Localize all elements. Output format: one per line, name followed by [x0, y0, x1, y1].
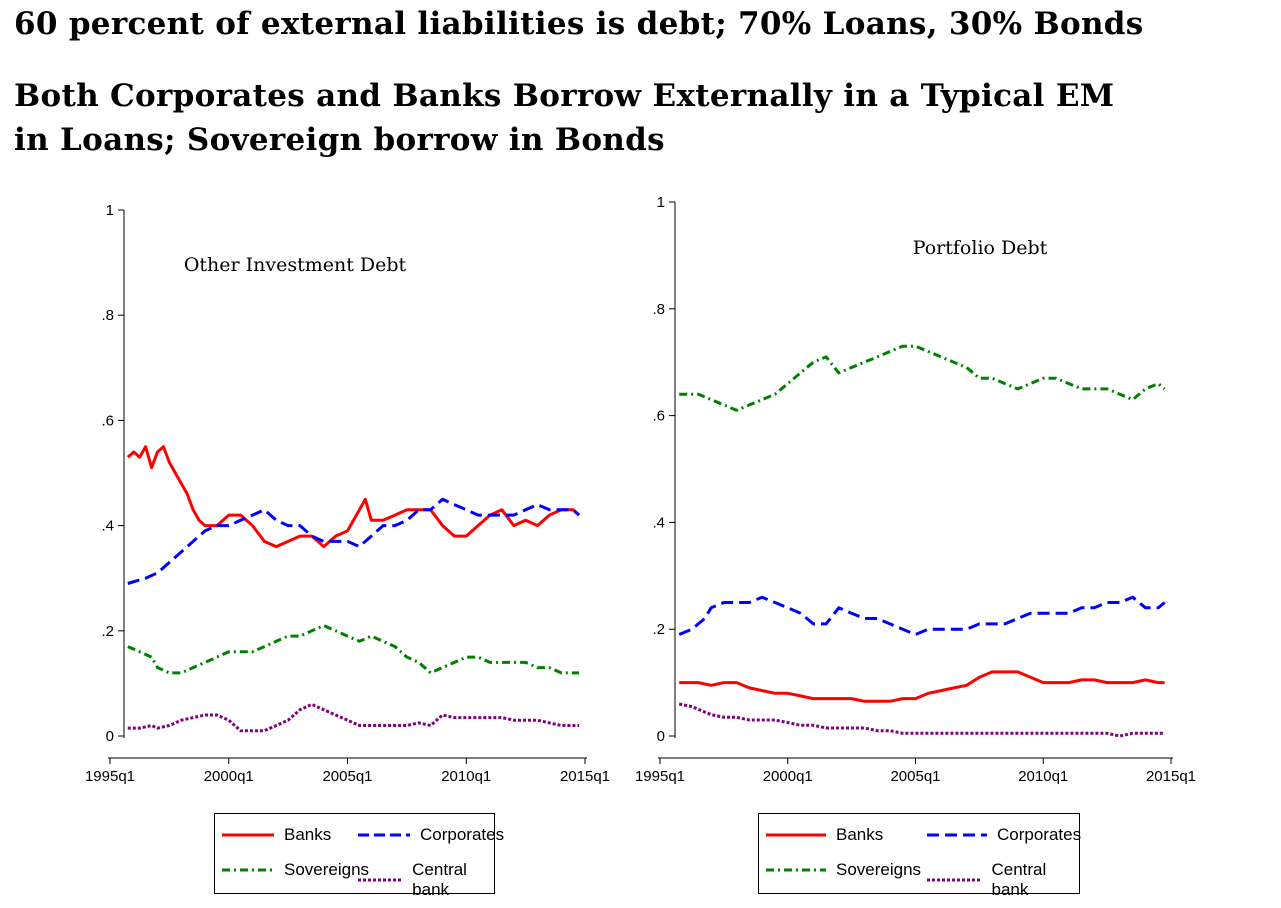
panel-title: Portfolio Debt — [913, 237, 1048, 259]
headline: 60 percent of external liabilities is de… — [14, 6, 1144, 42]
legend-item-sovereigns: Sovereigns — [766, 860, 921, 880]
y-tick-label: .4 — [652, 514, 665, 531]
x-tick-label: 2000q1 — [763, 768, 813, 785]
legend-item-central-bank: Central bank — [927, 860, 1079, 900]
legend-item-central-bank: Central bank — [358, 860, 494, 900]
subheadline-line-2: in Loans; Sovereign borrow in Bonds — [14, 122, 665, 158]
y-tick-label: .4 — [101, 518, 114, 535]
legend-swatch-corporates — [927, 833, 987, 837]
other-investment-debt-chart: 0 .2 .4 .6 .8 1 1995q1 2000q1 2005q1 2010q1 2015q1… — [85, 202, 610, 785]
series-line-banks — [679, 670, 1165, 703]
y-tick-label: 0 — [657, 728, 665, 745]
series-line-central-bank — [127, 702, 580, 733]
legend-swatch-sovereigns — [766, 868, 826, 872]
legend-label-sovereigns: Sovereigns — [836, 860, 922, 879]
legend-label-corporates: Corporates — [420, 825, 505, 844]
x-tick-label: 2015q1 — [560, 768, 610, 785]
legend-item-sovereigns: Sovereigns — [222, 860, 369, 880]
legend-item-corporates: Corporates — [927, 825, 1081, 845]
x-tick-label: 2005q1 — [890, 768, 940, 785]
y-tick-label: .2 — [652, 621, 665, 638]
legend-label-banks: Banks — [284, 825, 332, 844]
legend-label-banks: Banks — [836, 825, 884, 844]
legend-swatch-corporates — [358, 833, 410, 837]
subheadline-line-1: Both Corporates and Banks Borrow Externa… — [14, 78, 1115, 114]
legend-label-central-bank: Central bank — [991, 860, 1047, 899]
x-tick-label: 2015q1 — [1146, 768, 1196, 785]
series-line-corporates — [678, 595, 1166, 636]
series-line-sovereigns — [679, 344, 1166, 412]
legend-right: Banks Corporates Sovereigns Central bank — [758, 813, 1081, 899]
legend-swatch-sovereigns — [222, 868, 274, 872]
subheadline: Both Corporates and Banks Borrow Externa… — [14, 74, 1114, 162]
series-line-sovereigns — [127, 624, 580, 675]
legend-item-banks: Banks — [222, 825, 331, 845]
series-line-central-bank — [678, 702, 1165, 738]
panel-title: Other Investment Debt — [184, 254, 407, 276]
legend-item-banks: Banks — [766, 825, 883, 845]
legend-swatch-central-bank — [358, 878, 403, 882]
series-line-banks — [126, 445, 581, 549]
y-tick-label: 1 — [106, 202, 114, 219]
x-tick-label: 1995q1 — [635, 768, 685, 785]
y-tick-label: .2 — [101, 623, 114, 640]
x-tick-label: 2005q1 — [322, 768, 372, 785]
y-tick-label: .8 — [101, 307, 114, 324]
y-tick-label: 1 — [657, 194, 665, 211]
y-tick-label: .8 — [652, 301, 665, 318]
y-tick-label: 0 — [106, 728, 114, 745]
legend-swatch-central-bank — [927, 878, 982, 882]
x-tick-label: 2010q1 — [1018, 768, 1068, 785]
portfolio-debt-chart: 0 .2 .4 .6 .8 1 1995q1 2000q1 2005q1 2010q1 2015q1… — [635, 194, 1196, 785]
series-line-corporates — [127, 497, 581, 585]
legend-left: Banks Corporates Sovereigns Central bank — [214, 813, 504, 899]
legend-label-central-bank: Central bank — [412, 860, 467, 899]
x-tick-label: 2000q1 — [204, 768, 254, 785]
legend-label-corporates: Corporates — [997, 825, 1082, 844]
y-tick-label: .6 — [101, 412, 114, 429]
legend-item-corporates: Corporates — [358, 825, 504, 845]
legend-swatch-banks — [766, 833, 826, 837]
legend-swatch-banks — [222, 833, 274, 837]
legend-label-sovereigns: Sovereigns — [284, 860, 370, 879]
y-tick-label: .6 — [652, 408, 665, 425]
x-tick-label: 1995q1 — [85, 768, 135, 785]
x-tick-label: 2010q1 — [441, 768, 491, 785]
